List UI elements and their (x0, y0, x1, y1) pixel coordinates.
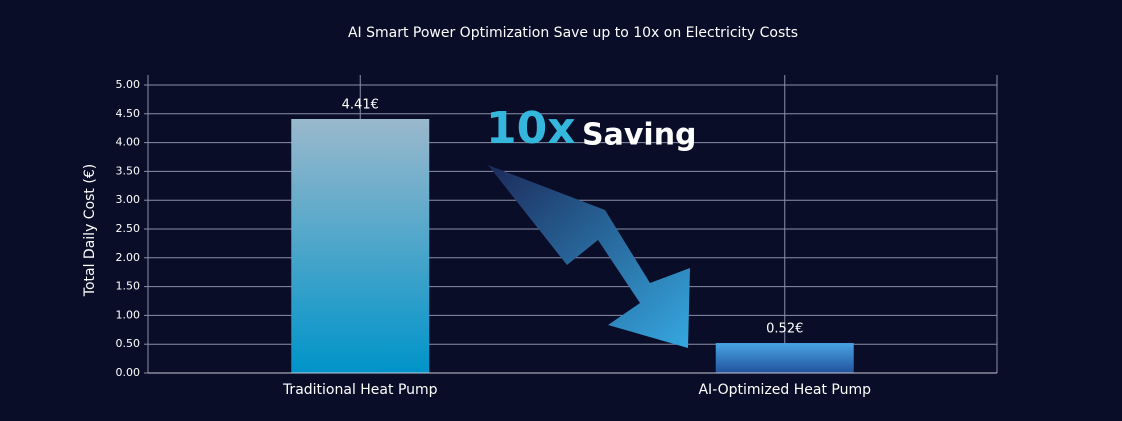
chart-title: AI Smart Power Optimization Save up to 1… (348, 25, 798, 41)
annotation-highlight: 10x (486, 103, 576, 154)
bar (291, 118, 430, 373)
y-axis-label: Total Daily Cost (€) (82, 164, 98, 297)
x-tick-label: Traditional Heat Pump (282, 382, 438, 398)
y-tick-label: 3.00 (116, 193, 141, 206)
y-tick-label: 3.50 (116, 164, 141, 177)
y-tick-label: 4.50 (116, 107, 141, 120)
y-tick-label: 0.50 (116, 337, 141, 350)
y-tick-label: 0.00 (116, 366, 141, 379)
value-label: 0.52€ (766, 322, 803, 337)
value-label: 4.41€ (342, 97, 379, 112)
bar (715, 343, 854, 373)
annotation-text: Saving (582, 118, 697, 153)
y-tick-label: 1.00 (116, 308, 141, 321)
y-tick-label: 5.00 (116, 78, 141, 91)
x-tick-label: AI-Optimized Heat Pump (698, 382, 871, 398)
y-tick-label: 4.00 (116, 136, 141, 149)
y-tick-label: 2.00 (116, 251, 141, 264)
y-tick-label: 1.50 (116, 280, 141, 293)
arrow (488, 165, 690, 348)
y-tick-label: 2.50 (116, 222, 141, 235)
